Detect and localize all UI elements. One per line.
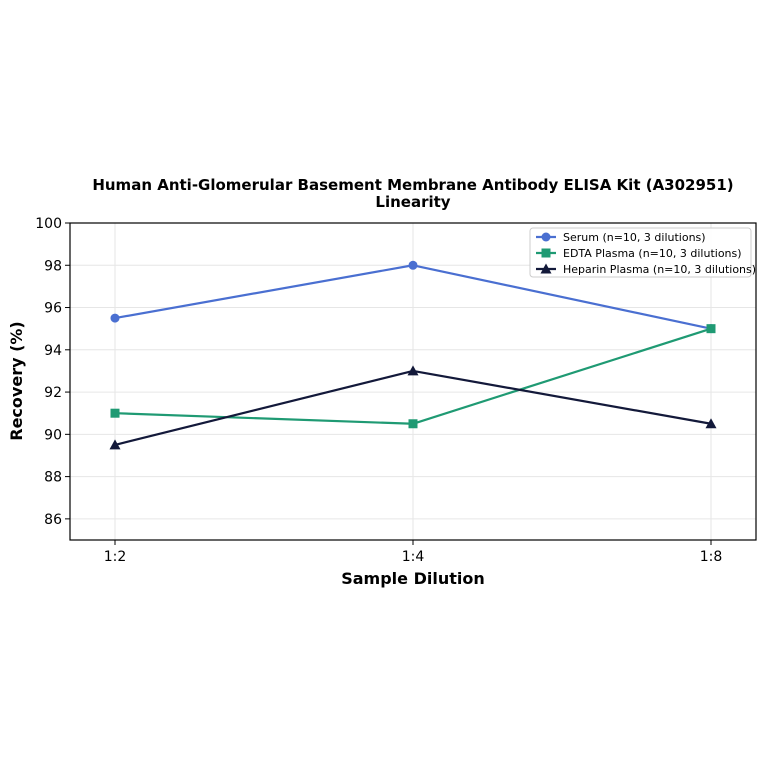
legend-marker	[541, 248, 551, 258]
legend: Serum (n=10, 3 dilutions) EDTA Plasma (n=…	[529, 227, 756, 278]
legend-box	[529, 227, 752, 278]
y-tick-label: 92	[44, 385, 62, 401]
x-axis-label: Sample Dilution	[341, 569, 485, 588]
legend-label: Serum (n=10, 3 dilutions)	[563, 231, 706, 244]
data-point	[407, 365, 419, 376]
legend-items: Serum (n=10, 3 dilutions) EDTA Plasma (n=…	[536, 231, 756, 276]
x-tick-label: 1:4	[402, 549, 425, 565]
legend-marker	[541, 232, 551, 242]
legend-marker	[540, 263, 552, 274]
data-point	[110, 408, 120, 418]
data-point	[706, 324, 716, 334]
y-tick-label: 88	[44, 470, 62, 486]
data-point	[705, 418, 717, 429]
x-tick-label: 1:8	[700, 549, 723, 565]
legend-item: EDTA Plasma (n=10, 3 dilutions)	[536, 247, 742, 260]
y-axis-label: Recovery (%)	[7, 321, 26, 440]
legend-item: Heparin Plasma (n=10, 3 dilutions)	[536, 263, 756, 276]
y-tick-label: 90	[44, 427, 62, 443]
series-group	[109, 260, 717, 450]
data-point	[109, 439, 121, 450]
data-point	[110, 313, 120, 323]
data-point	[408, 260, 418, 270]
x-tick-label: 1:2	[104, 549, 127, 565]
y-tick-label: 98	[44, 258, 62, 274]
y-tick-label: 94	[44, 343, 62, 359]
series-3	[109, 365, 717, 450]
series-2	[110, 324, 716, 429]
y-tick-label: 86	[44, 512, 62, 528]
y-tick-label: 100	[35, 216, 62, 232]
data-point	[408, 419, 418, 429]
legend-label: Heparin Plasma (n=10, 3 dilutions)	[563, 263, 756, 276]
y-tick-label: 96	[44, 301, 62, 317]
legend-item: Serum (n=10, 3 dilutions)	[536, 231, 706, 244]
chart-title: Human Anti-Glomerular Basement Membrane …	[92, 176, 733, 194]
axis-ticks: 86 88 90 92 94 96 98 100 1:2 1:4 1:8	[35, 216, 722, 565]
legend-label: EDTA Plasma (n=10, 3 dilutions)	[563, 247, 742, 260]
chart-subtitle: Linearity	[375, 193, 450, 211]
